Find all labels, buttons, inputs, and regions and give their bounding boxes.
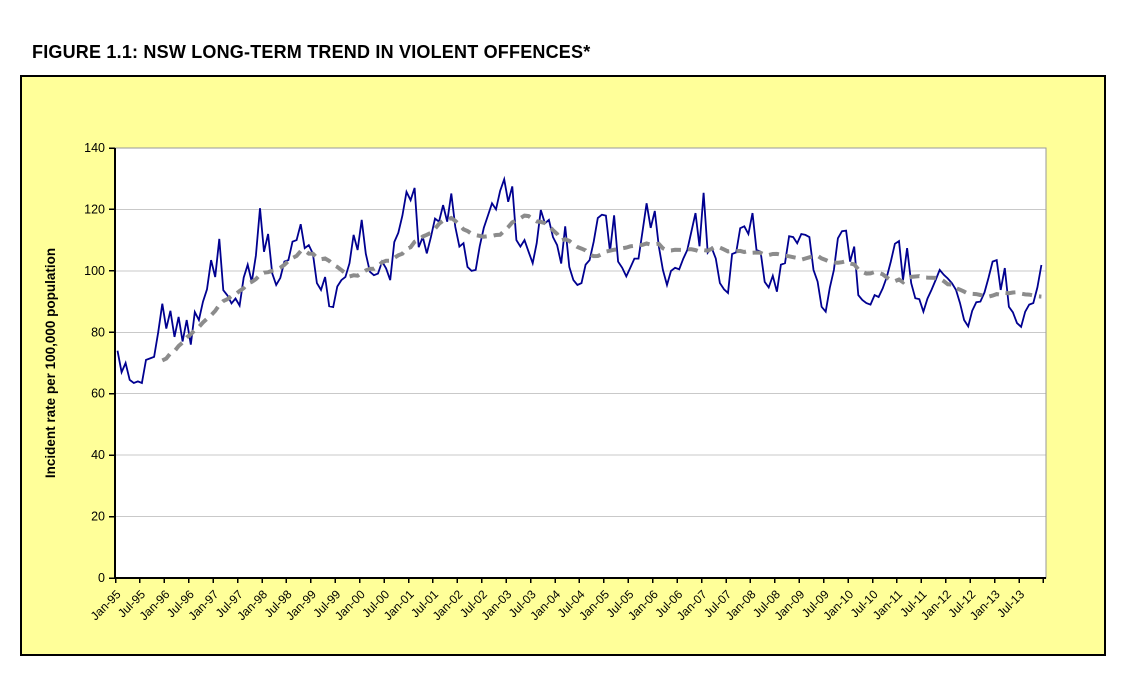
y-tick-label: 120	[84, 202, 105, 216]
y-tick-label: 140	[84, 141, 105, 155]
y-tick-label: 20	[91, 510, 105, 524]
chart-panel: 0 20 40 60 80 100 120 140 Jan-95 Jul-95 Jan-96 Jul-…	[20, 75, 1106, 656]
y-tick-label: 100	[84, 264, 105, 278]
monthly-series-line	[116, 175, 1043, 385]
y-tick-label: 60	[91, 387, 105, 401]
trend-line	[161, 213, 1042, 363]
y-tick-label: 80	[91, 325, 105, 339]
plot-area	[115, 148, 1046, 578]
y-tick-label: 40	[91, 448, 105, 462]
trend-chart: 020406080100120140Jan-95Jul-95Jan-96Jul-…	[43, 141, 1047, 623]
x-tick-label: Jul-13	[994, 587, 1027, 620]
figure-title: FIGURE 1.1: NSW LONG-TERM TREND IN VIOLE…	[32, 42, 591, 63]
x-tick-label: Jan-95	[88, 587, 124, 623]
y-tick-label: 0	[98, 571, 105, 585]
y-axis-title: Incident rate per 100,000 population	[43, 248, 58, 478]
